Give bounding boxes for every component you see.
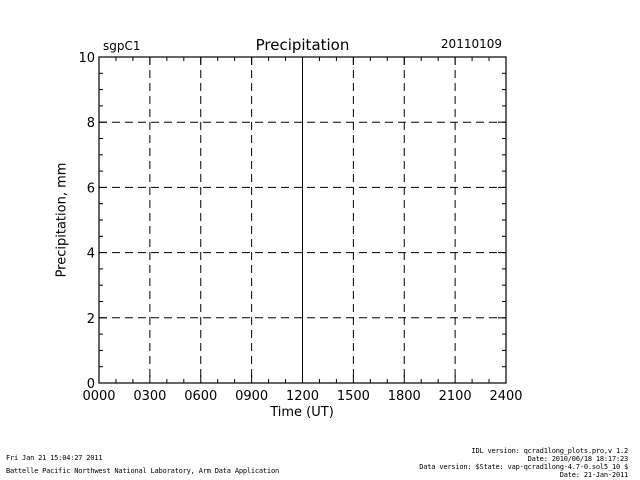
- x-tick-label: 0600: [184, 389, 217, 404]
- y-tick-label: 6: [87, 181, 95, 196]
- site-label: sgpC1: [103, 39, 141, 53]
- y-axis-label: Precipitation, mm: [54, 162, 70, 278]
- x-tick-label: 1500: [337, 389, 370, 404]
- y-tick-label: 0: [87, 377, 95, 392]
- x-tick-label: 0900: [235, 389, 268, 404]
- footer-data-version: Data version: $State: vap-qcrad1long-4.7…: [419, 463, 628, 471]
- footer-idl-date: Date: 2010/06/18 18:17:23: [527, 455, 629, 463]
- x-tick-label: 1800: [388, 389, 421, 404]
- x-tick-label: 0000: [82, 389, 115, 404]
- footer-data-date: Date: 21-Jan-2011: [559, 471, 628, 479]
- y-tick-label: 10: [78, 51, 95, 66]
- footer-timestamp: Fri Jan 21 15:04:27 2011: [6, 454, 103, 462]
- date-label: 20110109: [440, 37, 502, 51]
- y-tick-label: 2: [87, 312, 95, 327]
- y-tick-label: 4: [87, 247, 95, 262]
- y-tick-label: 8: [87, 116, 95, 131]
- footer-institution: Battelle Pacific Northwest National Labo…: [6, 467, 279, 475]
- x-tick-label: 0300: [133, 389, 166, 404]
- x-tick-label: 2400: [489, 389, 522, 404]
- chart-title: Precipitation: [255, 36, 350, 54]
- footer-idl-version: IDL version: qcrad1long_plots.pro,v 1.2: [471, 447, 628, 455]
- x-tick-label: 1200: [286, 389, 319, 404]
- x-tick-label: 2100: [439, 389, 472, 404]
- x-axis-label: Time (UT): [270, 405, 334, 420]
